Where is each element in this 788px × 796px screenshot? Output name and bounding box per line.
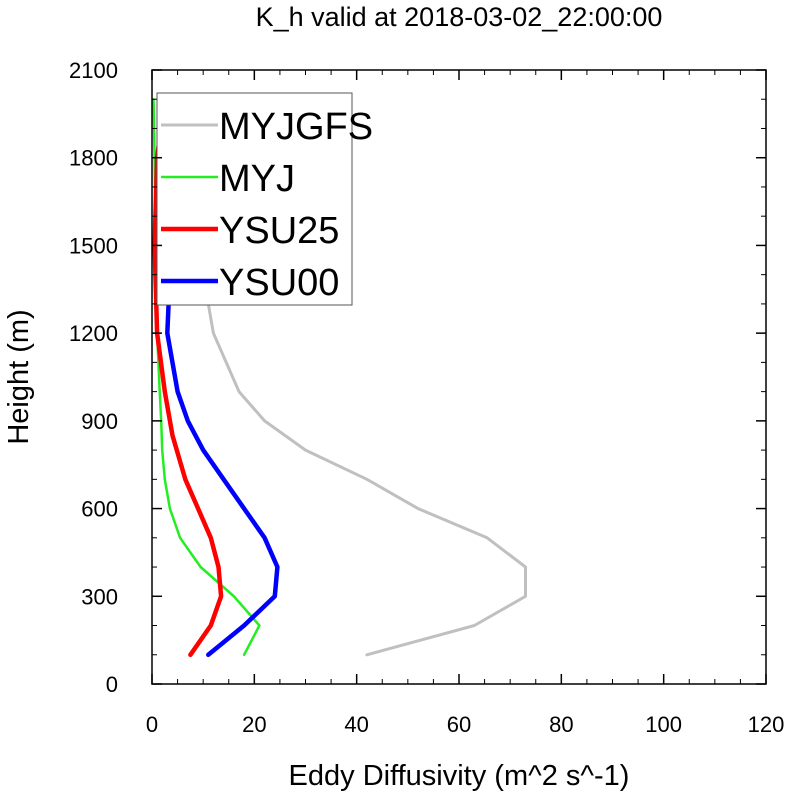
legend-label-myj: MYJ: [219, 158, 295, 200]
x-tick-label: 20: [242, 712, 266, 737]
y-tick-label: 1500: [69, 233, 118, 258]
x-tick-labels: 0 20 40 60 80 100 120: [146, 712, 784, 737]
y-tick-label: 600: [81, 497, 118, 522]
y-tick-labels: 0 300 600 900 1200 1500 1800 2100: [69, 58, 118, 697]
x-tick-label: 60: [447, 712, 471, 737]
x-tick-label: 100: [645, 712, 682, 737]
legend-label-myjgfs: MYJGFS: [219, 106, 373, 148]
y-tick-label: 300: [81, 584, 118, 609]
y-tick-label: 0: [106, 672, 118, 697]
chart-title: K_h valid at 2018-03-02_22:00:00: [256, 2, 663, 32]
x-tick-label: 40: [344, 712, 368, 737]
legend-items: MYJGFS MYJ YSU25 YSU00: [161, 106, 373, 304]
y-axis-title: Height (m): [3, 309, 35, 444]
y-tick-label: 900: [81, 409, 118, 434]
x-tick-label: 120: [748, 712, 785, 737]
x-axis-title: Eddy Diffusivity (m^2 s^-1): [289, 760, 630, 792]
legend-label-ysu00: YSU00: [219, 262, 339, 304]
x-tick-label: 0: [146, 712, 158, 737]
x-tick-label: 80: [549, 712, 573, 737]
legend-label-ysu25: YSU25: [219, 210, 339, 252]
ticks-layer: [151, 69, 767, 685]
y-tick-label: 1800: [69, 146, 118, 171]
y-tick-label: 1200: [69, 321, 118, 346]
legend: MYJGFS MYJ YSU25 YSU00: [156, 92, 373, 306]
y-tick-label: 2100: [69, 58, 118, 83]
legend-box: [156, 92, 353, 306]
